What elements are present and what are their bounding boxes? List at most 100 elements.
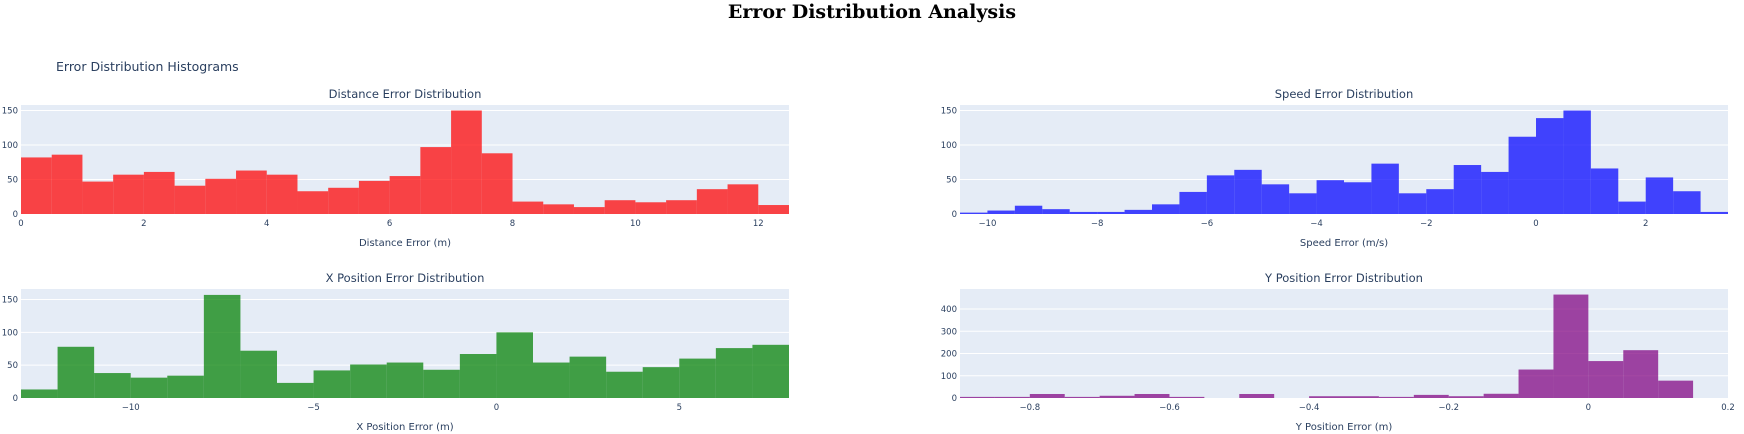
- histogram-bar[interactable]: [130, 377, 168, 398]
- histogram-bar[interactable]: [635, 202, 667, 214]
- histogram-bar[interactable]: [727, 184, 759, 214]
- histogram-bar[interactable]: [1014, 205, 1043, 214]
- histogram-bar[interactable]: [1064, 396, 1100, 398]
- histogram-bar[interactable]: [1563, 110, 1591, 214]
- histogram-bar[interactable]: [1069, 211, 1098, 214]
- histogram-bar[interactable]: [57, 346, 95, 398]
- histogram-bar[interactable]: [328, 187, 359, 214]
- histogram-bar[interactable]: [113, 174, 144, 214]
- histogram-bar[interactable]: [420, 147, 452, 214]
- histogram-bar[interactable]: [987, 210, 1015, 214]
- histogram-bar[interactable]: [758, 205, 789, 214]
- histogram-bar[interactable]: [533, 362, 570, 398]
- histogram-bar[interactable]: [1483, 393, 1519, 398]
- histogram-bar[interactable]: [423, 369, 460, 398]
- histogram-bar[interactable]: [313, 370, 351, 398]
- histogram-bar[interactable]: [1623, 350, 1659, 398]
- histogram-bar[interactable]: [1673, 191, 1701, 214]
- histogram-bar[interactable]: [277, 382, 314, 398]
- histogram-bar[interactable]: [1152, 204, 1180, 214]
- histogram-bar[interactable]: [386, 362, 424, 398]
- histogram-bar[interactable]: [960, 212, 988, 214]
- histogram-bar[interactable]: [205, 178, 237, 214]
- histogram-bar[interactable]: [174, 185, 206, 214]
- histogram-bar[interactable]: [1169, 396, 1205, 398]
- histogram-bar[interactable]: [1289, 193, 1317, 214]
- histogram-bar[interactable]: [496, 332, 533, 398]
- y-tick-label: 50: [946, 176, 957, 186]
- histogram-bar[interactable]: [1344, 396, 1379, 398]
- histogram-bar[interactable]: [512, 201, 544, 214]
- histogram-bar[interactable]: [21, 389, 58, 398]
- histogram-bar[interactable]: [389, 176, 421, 214]
- histogram-bar[interactable]: [21, 157, 52, 214]
- histogram-bar[interactable]: [1618, 201, 1646, 214]
- histogram-bar[interactable]: [297, 191, 329, 214]
- histogram-bar[interactable]: [1453, 165, 1482, 214]
- histogram-bar[interactable]: [1316, 180, 1344, 214]
- histogram-bar[interactable]: [604, 200, 636, 214]
- histogram-bar[interactable]: [1309, 396, 1344, 398]
- x-axis-label: Y Position Error (m): [1295, 422, 1393, 433]
- histogram-bar[interactable]: [1448, 396, 1484, 398]
- histogram-bar[interactable]: [451, 110, 482, 214]
- histogram-bar[interactable]: [266, 174, 298, 214]
- histogram-bar[interactable]: [569, 356, 607, 398]
- histogram-bar[interactable]: [1518, 369, 1554, 398]
- y-tick-label: 0: [952, 394, 957, 404]
- histogram-bar[interactable]: [51, 154, 83, 214]
- histogram-bar[interactable]: [1042, 209, 1070, 214]
- histogram-bar[interactable]: [1553, 294, 1589, 398]
- histogram-bar[interactable]: [1239, 393, 1275, 398]
- histogram-bar[interactable]: [666, 200, 697, 214]
- histogram-bar[interactable]: [1536, 118, 1564, 214]
- histogram-bar[interactable]: [1590, 168, 1619, 214]
- histogram-bar[interactable]: [1234, 169, 1262, 214]
- histogram-bar[interactable]: [167, 375, 204, 398]
- histogram-bar[interactable]: [459, 354, 497, 398]
- histogram-bar[interactable]: [1481, 171, 1509, 214]
- histogram-bar[interactable]: [1658, 380, 1694, 398]
- histogram-bar[interactable]: [1124, 209, 1152, 214]
- histogram-bar[interactable]: [696, 189, 728, 214]
- histogram-bar[interactable]: [1099, 395, 1135, 398]
- histogram-bar[interactable]: [1426, 189, 1454, 214]
- histogram-bar[interactable]: [642, 367, 680, 398]
- histogram-bar[interactable]: [1398, 193, 1427, 214]
- histogram-bar[interactable]: [143, 171, 175, 214]
- histogram-bar[interactable]: [1645, 177, 1674, 214]
- histogram-bar[interactable]: [1179, 191, 1207, 214]
- histogram-bar[interactable]: [715, 348, 753, 398]
- histogram-bar[interactable]: [1413, 394, 1449, 398]
- histogram-bar[interactable]: [1029, 393, 1065, 398]
- histogram-bar[interactable]: [481, 153, 513, 214]
- histogram-bar[interactable]: [1134, 393, 1170, 398]
- histogram-bar[interactable]: [573, 207, 605, 214]
- histogram-bar[interactable]: [543, 204, 574, 214]
- histogram-bar[interactable]: [203, 294, 241, 398]
- histogram-bar[interactable]: [358, 180, 390, 214]
- histogram-bar[interactable]: [240, 350, 277, 398]
- histogram-bar[interactable]: [960, 396, 995, 398]
- histogram-bar[interactable]: [679, 358, 716, 398]
- histogram-2: 0 50 100 150 −10 −8 −6 −4 −2 0 2 Speed Error Distri…: [941, 87, 1728, 249]
- histogram-bar[interactable]: [1700, 211, 1728, 214]
- histogram-bar[interactable]: [236, 170, 267, 214]
- histogram-bar[interactable]: [1371, 163, 1399, 214]
- histogram-bar[interactable]: [1588, 361, 1624, 398]
- histogram-bar[interactable]: [82, 181, 114, 214]
- histogram-bar[interactable]: [1261, 184, 1290, 214]
- histogram-bar[interactable]: [752, 344, 789, 398]
- histogram-bar[interactable]: [1508, 136, 1536, 214]
- histogram-bar[interactable]: [1206, 175, 1235, 214]
- histogram-bar[interactable]: [1344, 182, 1372, 214]
- histogram-bar[interactable]: [994, 396, 1030, 398]
- histogram-bar[interactable]: [350, 364, 387, 398]
- histogram-bar[interactable]: [1097, 211, 1125, 214]
- histogram-bar[interactable]: [1378, 396, 1414, 398]
- histogram-bar[interactable]: [94, 373, 131, 398]
- y-tick-label: 0: [13, 210, 18, 220]
- x-tick-label: 8: [510, 219, 515, 229]
- y-tick-label: 50: [7, 361, 18, 371]
- histogram-bar[interactable]: [606, 371, 643, 398]
